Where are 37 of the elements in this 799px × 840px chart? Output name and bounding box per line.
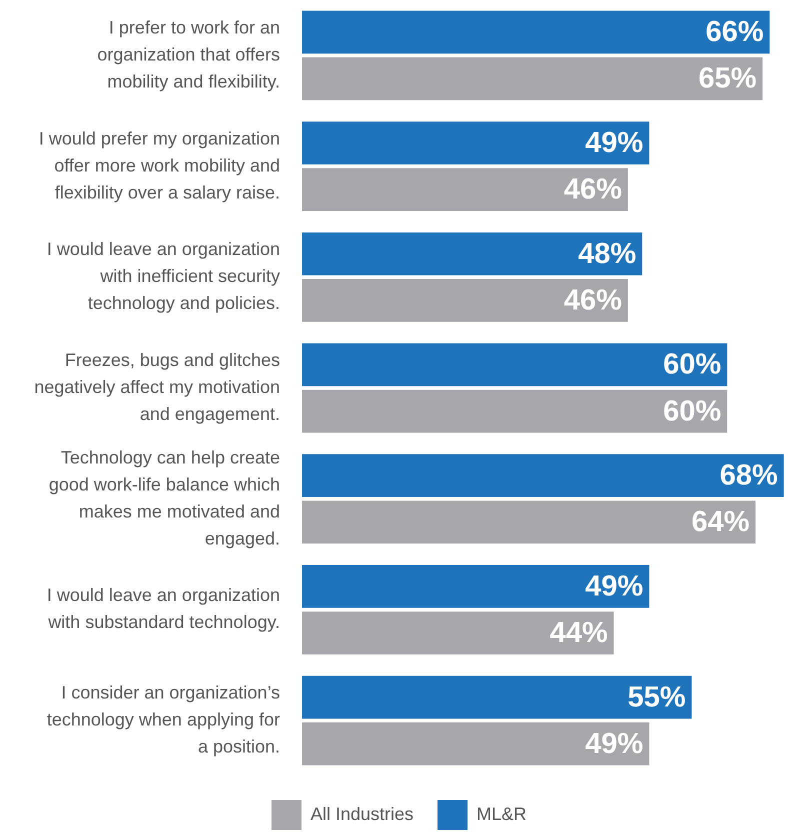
bar (302, 10, 770, 54)
y-tick-label: I prefer to work for an organization that offers mobility and flexibility. (97, 17, 280, 92)
data-label: 55% (628, 681, 686, 714)
bar (302, 168, 628, 211)
bar (302, 343, 728, 386)
y-tick-label: I would prefer my organization offer more work mobility and flexibility over a salary raise. (38, 128, 280, 202)
data-label: 49% (585, 728, 644, 760)
legend-label: ML&R (476, 804, 527, 824)
y-tick-label: I consider an organization’s technology when applying for a position. (46, 682, 280, 757)
y-tick-label: Technology can help create good work-life balance which makes me motivated and engaged. (48, 447, 280, 548)
y-tick-label: I would leave an organization with substandard technology. (46, 585, 280, 632)
bar (302, 676, 692, 719)
bar (302, 454, 784, 497)
bar (302, 122, 650, 164)
data-label: 68% (720, 460, 778, 492)
y-tick-label: Freezes, bugs and glitches negatively affect my motivation and engagement. (34, 350, 280, 424)
bar (302, 57, 763, 100)
data-label: 49% (585, 570, 644, 602)
data-label: 66% (706, 16, 764, 48)
bar (302, 722, 650, 766)
bar (302, 565, 650, 608)
data-label: 46% (564, 284, 622, 316)
data-label: 46% (564, 174, 622, 206)
data-label: 60% (663, 395, 722, 428)
data-label: 48% (578, 238, 636, 270)
y-tick-label: I would leave an organization with inefficient security technology and policies. (46, 239, 280, 314)
data-label: 65% (698, 62, 757, 95)
data-label: 60% (663, 348, 722, 381)
bar (302, 612, 614, 654)
bar (302, 232, 642, 276)
data-label: 49% (585, 127, 644, 160)
data-label: 44% (550, 616, 608, 649)
data-label: 64% (691, 506, 750, 538)
bar (302, 279, 628, 322)
bar (302, 500, 756, 544)
legend-label: All Industries (310, 804, 414, 824)
bar (302, 390, 728, 433)
